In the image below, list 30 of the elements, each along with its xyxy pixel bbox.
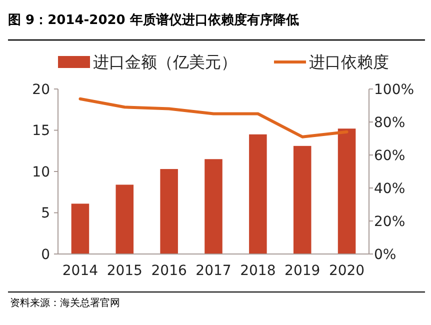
y-tick-label: 20 [32, 82, 50, 98]
bar [204, 159, 222, 254]
text: 资料来源：海关总署官网 [10, 297, 120, 309]
x-tick-label: 2017 [196, 263, 232, 279]
y2-tick-label: 0% [374, 246, 396, 263]
bar [249, 134, 267, 254]
bar [116, 184, 134, 254]
y-tick-label: 5 [41, 206, 50, 222]
x-tick-label: 2014 [62, 263, 98, 279]
y2-tick-label: 20% [374, 214, 406, 230]
line-series [78, 97, 348, 138]
chart-title: 图 9：2014-2020 年质谱仪进口依赖度有序降低 [8, 12, 299, 28]
y-tick-label: 10 [32, 164, 50, 180]
bar [160, 169, 178, 254]
y2-tick-label: 80% [374, 114, 406, 131]
x-tick-label: 2015 [106, 263, 142, 279]
y-tick-label: 0 [41, 246, 50, 263]
y-tick-label: 15 [32, 123, 50, 140]
bar [293, 146, 312, 254]
bar [71, 204, 90, 254]
legend-label: 进口依赖度 [309, 52, 389, 72]
legend-label: 进口金额（亿美元） [93, 52, 237, 72]
y2-tick-label: 60% [374, 148, 406, 164]
x-tick-label: 2018 [240, 263, 276, 279]
y2-tick-label: 100% [374, 82, 414, 98]
x-tick-label: 2020 [328, 263, 365, 279]
y2-tick-label: 40% [374, 180, 406, 197]
x-tick-label: 2016 [151, 263, 187, 279]
x-tick-label: 2019 [284, 263, 320, 279]
bar [338, 128, 356, 254]
